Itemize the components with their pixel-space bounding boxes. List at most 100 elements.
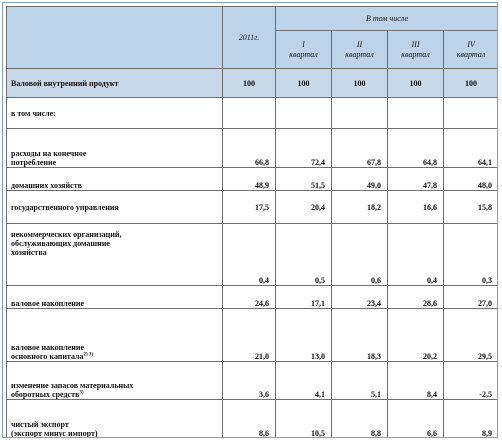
quarter-word: квартал: [345, 49, 374, 59]
header-label-cell: [6, 6, 223, 69]
row-label: Валовой внутренний продукт: [6, 68, 223, 98]
row-label-line: валовое накопление: [11, 343, 85, 352]
cell-value: 51,5: [275, 167, 332, 191]
cell-value: 16,6: [387, 190, 444, 224]
row-label: валовое накопление: [6, 285, 223, 309]
cell-value: 67,8: [331, 128, 388, 168]
cell-value: 3,6: [222, 361, 276, 400]
row-label-line: основного капитала: [11, 352, 84, 361]
cell-value: 100: [442, 68, 497, 98]
cell-value: 47,8: [387, 167, 444, 191]
cell-value: 0,5: [275, 223, 332, 286]
cell-value: 28,6: [387, 285, 444, 309]
table-row-gross-accumulation: валовое накопление 24,6 17,1 23,4 28,6 2…: [6, 285, 497, 309]
cell-value: 18,3: [331, 308, 388, 362]
row-label: государственного управления: [6, 190, 223, 224]
cell-empty: [222, 97, 276, 129]
table-row-fixed-capital: валовое накопление основного капитала2) 3…: [6, 308, 497, 362]
cell-value: 17,1: [275, 285, 332, 309]
row-label-line: оборотных средств: [11, 390, 80, 399]
header-year: 2011г.: [222, 6, 276, 69]
row-label-line: (экспорт минус импорт): [11, 429, 98, 438]
header-row-1: 2011г. В том числе: [6, 6, 497, 69]
cell-empty: [331, 97, 388, 129]
cell-value: 8,4: [387, 361, 444, 400]
cell-value: 0,4: [387, 223, 444, 286]
cell-value: 49,0: [331, 167, 388, 191]
cell-value: 29,5: [442, 308, 497, 362]
quarter-word: квартал: [401, 49, 430, 59]
cell-value: 100: [275, 68, 332, 98]
row-label: некоммерческих организаций, обслуживающих…: [6, 223, 223, 286]
cell-value: 64,1: [442, 128, 497, 168]
row-label: расходы на конечное потребление: [6, 128, 223, 168]
footnote-marker: 3): [79, 390, 84, 396]
quarter-word: квартал: [456, 49, 486, 59]
row-label: валовое накопление основного капитала2) 3…: [6, 308, 223, 362]
cell-empty: [442, 97, 497, 129]
cell-value: -2,5: [442, 361, 497, 400]
quarter-num: IV: [467, 39, 475, 49]
cell-value: 18,2: [331, 190, 388, 224]
header-quarter-4: IV квартал: [442, 30, 497, 69]
table-row-nonprofit: некоммерческих организаций, обслуживающих…: [6, 223, 497, 286]
table-row-gdp: Валовой внутренний продукт 100 100 100 1…: [6, 68, 497, 98]
row-label-line: чистый экспорт: [11, 420, 69, 429]
row-label-line: расходы на конечное: [11, 149, 87, 158]
quarter-num: III: [411, 39, 420, 49]
footnote-marker: 2) 3): [83, 352, 94, 358]
row-label: в том числе:: [6, 97, 223, 129]
table-row-including: в том числе:: [6, 97, 497, 129]
table-row-inventory-change: изменение запасов материальных оборотных …: [6, 361, 497, 400]
table-row-government: государственного управления 17,5 20,4 18…: [6, 190, 497, 224]
cell-value: 20,2: [387, 308, 444, 362]
header-quarter-3: III квартал: [387, 30, 444, 69]
row-label: чистый экспорт (экспорт минус импорт): [6, 399, 223, 438]
cell-value: 4,1: [275, 361, 332, 400]
cell-value: 20,4: [275, 190, 332, 224]
cell-value: 24,6: [222, 285, 276, 309]
cell-value: 10,5: [275, 399, 332, 437]
cell-value: 5,1: [331, 361, 388, 400]
cell-value: 15,8: [442, 190, 497, 224]
cell-value: 48,0: [442, 167, 497, 191]
cell-value: 0,4: [222, 223, 276, 286]
row-label-line: изменение запасов материальных: [11, 381, 134, 390]
cell-empty: [387, 97, 444, 129]
cell-value: 13,0: [275, 308, 332, 362]
quarter-num: II: [356, 39, 363, 49]
row-label: изменение запасов материальных оборотных …: [6, 361, 223, 400]
cell-value: 72,4: [275, 128, 332, 168]
cell-value: 8,8: [331, 399, 388, 437]
cell-value: 100: [387, 68, 444, 98]
cell-value: 48,9: [222, 167, 276, 191]
table-row-consumption: расходы на конечное потребление 66,8 72,4…: [6, 128, 497, 168]
row-label-line: потребление: [11, 158, 57, 167]
cell-value: 23,4: [331, 285, 388, 309]
row-label: домашних хозяйств: [6, 167, 223, 191]
cell-empty: [275, 97, 332, 129]
row-label-line: некоммерческих организаций,: [11, 230, 122, 239]
cell-value: 66,8: [222, 128, 276, 168]
cell-value: 0,3: [442, 223, 497, 286]
row-label-line: обслуживающих домашние: [11, 239, 110, 248]
cell-value: 0,6: [331, 223, 388, 286]
cell-value: 21,0: [222, 308, 276, 362]
cell-value: 100: [331, 68, 388, 98]
cell-value: 27,0: [442, 285, 497, 309]
cell-value: 6,6: [387, 399, 444, 437]
cell-value: 64,8: [387, 128, 444, 168]
table-row-net-export: чистый экспорт (экспорт минус импорт) 8,6…: [6, 399, 497, 438]
row-label-line: хозяйства: [11, 248, 47, 257]
header-quarter-2: II квартал: [331, 30, 388, 69]
cell-value: 8,6: [222, 399, 276, 437]
quarter-num: I: [302, 39, 305, 49]
table-row-households: домашних хозяйств 48,9 51,5 49,0 47,8 48…: [6, 167, 497, 191]
cell-value: 8,9: [442, 399, 497, 437]
cell-value: 17,5: [222, 190, 276, 224]
cell-value: 100: [222, 68, 276, 98]
